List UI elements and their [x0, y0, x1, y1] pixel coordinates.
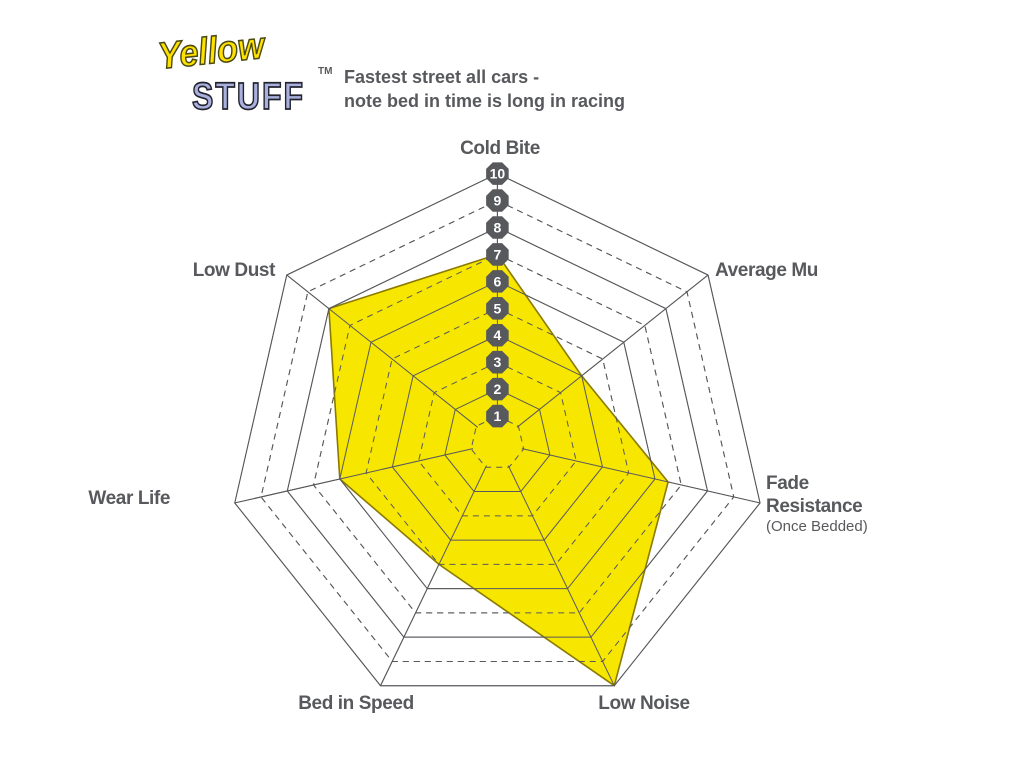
- svg-text:3: 3: [494, 354, 502, 370]
- svg-text:4: 4: [494, 327, 502, 343]
- svg-text:10: 10: [490, 166, 506, 182]
- svg-text:8: 8: [494, 219, 502, 235]
- svg-text:6: 6: [494, 273, 502, 289]
- svg-text:1: 1: [494, 408, 502, 424]
- svg-text:5: 5: [494, 300, 502, 316]
- svg-text:9: 9: [494, 193, 502, 209]
- svg-text:2: 2: [494, 381, 502, 397]
- svg-text:7: 7: [494, 246, 502, 262]
